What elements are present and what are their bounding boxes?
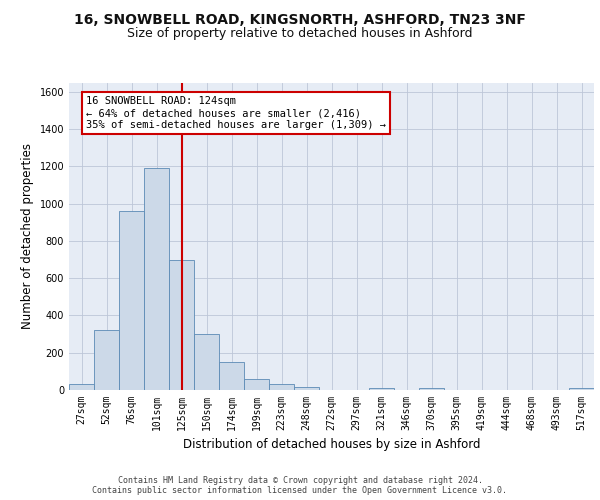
Bar [169, 260, 194, 390]
Bar [294, 387, 319, 390]
Bar [419, 388, 444, 390]
Text: 16 SNOWBELL ROAD: 124sqm
← 64% of detached houses are smaller (2,416)
35% of sem: 16 SNOWBELL ROAD: 124sqm ← 64% of detach… [86, 96, 386, 130]
Text: Size of property relative to detached houses in Ashford: Size of property relative to detached ho… [127, 28, 473, 40]
Text: 16, SNOWBELL ROAD, KINGSNORTH, ASHFORD, TN23 3NF: 16, SNOWBELL ROAD, KINGSNORTH, ASHFORD, … [74, 12, 526, 26]
Bar [144, 168, 169, 390]
Bar [219, 362, 244, 390]
Bar [269, 384, 294, 390]
Text: Contains HM Land Registry data © Crown copyright and database right 2024.
Contai: Contains HM Land Registry data © Crown c… [92, 476, 508, 495]
Bar [369, 388, 394, 390]
Bar [69, 384, 94, 390]
Bar [244, 379, 269, 390]
Bar [194, 334, 219, 390]
Bar [94, 330, 119, 390]
X-axis label: Distribution of detached houses by size in Ashford: Distribution of detached houses by size … [183, 438, 480, 452]
Y-axis label: Number of detached properties: Number of detached properties [21, 143, 34, 329]
Bar [569, 388, 594, 390]
Bar [119, 211, 144, 390]
